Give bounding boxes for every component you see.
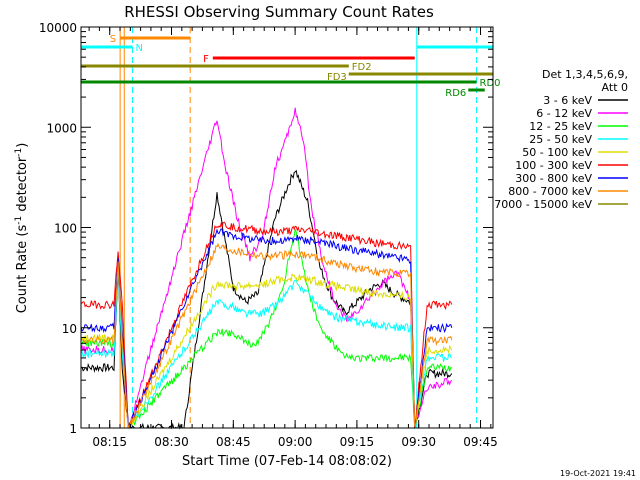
series-line xyxy=(80,228,453,429)
axis-ticks: 08:15 08:30 08:45 09:00 09:15 09:30 09:45 1 10 10… xyxy=(39,21,498,449)
legend-label: 300 - 800 keV xyxy=(515,172,592,185)
timestamp: 19-Oct-2021 19:41 xyxy=(560,469,636,478)
legend-label: 25 - 50 keV xyxy=(529,133,592,146)
chart-title: RHESSI Observing Summary Count Rates xyxy=(124,3,434,21)
y-axis-label-part: ) xyxy=(15,143,30,148)
y-axis-label-part: Count Rate (s xyxy=(15,225,30,314)
x-tick-label: 08:30 xyxy=(154,435,189,449)
x-tick-label: 09:15 xyxy=(340,435,375,449)
x-tick-label: 09:45 xyxy=(463,435,498,449)
flag-label: N xyxy=(136,43,143,54)
legend-label: 800 - 7000 keV xyxy=(508,185,592,198)
series-line xyxy=(80,256,453,429)
x-tick-label: 08:15 xyxy=(92,435,127,449)
y-tick-label: 1000 xyxy=(46,121,77,135)
y-axis-label-sup: -1 xyxy=(14,148,24,157)
flag-label: F xyxy=(203,54,209,65)
legend-header: Att 0 xyxy=(602,81,628,94)
y-axis-label-part: detector xyxy=(15,156,30,216)
series-line xyxy=(80,169,453,430)
legend-label: 50 - 100 keV xyxy=(522,146,592,159)
y-tick-label: 100 xyxy=(54,222,77,236)
y-tick-label: 10 xyxy=(62,322,77,336)
flag-bars: S N F FD2 FD3 RD0 RD6 xyxy=(81,34,501,99)
flag-label: S xyxy=(110,34,116,45)
x-axis-label: Start Time (07-Feb-14 08:08:02) xyxy=(182,454,392,469)
x-tick-label: 08:45 xyxy=(216,435,251,449)
legend-label: 3 - 6 keV xyxy=(543,94,592,107)
flag-label: FD3 xyxy=(327,72,347,83)
series-line xyxy=(80,229,452,429)
legend-label: 7000 - 15000 keV xyxy=(494,198,592,211)
series-lines xyxy=(80,107,453,430)
series-line xyxy=(80,107,453,429)
legend-header: Det 1,3,4,5,6,9, xyxy=(542,68,628,81)
flag-label: FD2 xyxy=(352,62,372,73)
y-tick-label: 1 xyxy=(69,422,77,436)
flag-label: RD6 xyxy=(445,88,466,99)
y-axis-label-sup: -1 xyxy=(14,216,24,225)
y-axis-label: Count Rate (s-1 detector-1) xyxy=(14,143,30,314)
flag-label: RD0 xyxy=(480,78,501,89)
x-tick-label: 09:30 xyxy=(401,435,436,449)
legend-label: 6 - 12 keV xyxy=(536,107,592,120)
series-line xyxy=(80,263,453,430)
legend-label: 100 - 300 keV xyxy=(515,159,592,172)
series-line xyxy=(80,242,453,429)
legend-label: 12 - 25 keV xyxy=(529,120,592,133)
x-tick-label: 09:00 xyxy=(278,435,313,449)
y-tick-label: 10000 xyxy=(39,21,77,35)
